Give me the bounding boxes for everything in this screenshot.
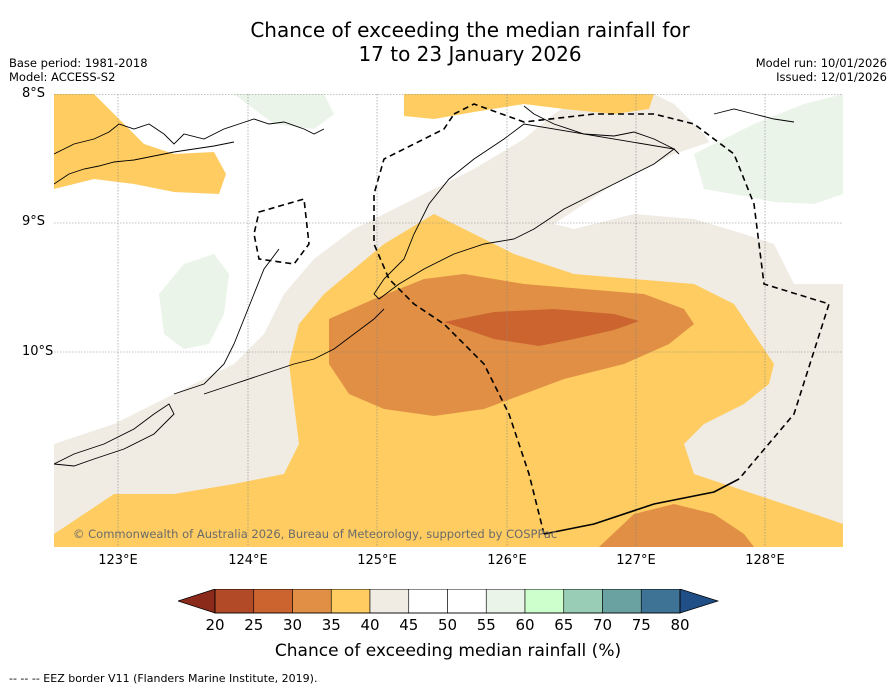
colorbar-cell	[485, 588, 526, 614]
colorbar-tick-label: 50	[437, 616, 458, 634]
footer-legend: -- -- -- EEZ border V11 (Flanders Marine…	[9, 672, 318, 685]
colorbar	[176, 588, 720, 621]
colorbar-cell	[563, 588, 603, 614]
lon-label-128e: 128°E	[745, 553, 785, 568]
colorbar-label: Chance of exceeding median rainfall (%)	[274, 641, 622, 661]
colorbar-cell	[253, 588, 293, 614]
issued-date: Issued: 12/01/2026	[776, 70, 887, 84]
lon-label-123e: 123°E	[98, 553, 138, 568]
colorbar-tick-label: 65	[554, 616, 574, 634]
contour-55-60-west	[159, 254, 229, 349]
colorbar-cell	[214, 588, 255, 614]
colorbar-low-arrow	[176, 588, 216, 614]
colorbar-tick-label: 30	[282, 616, 303, 634]
graticule	[54, 94, 843, 547]
lon-label-127e: 127°E	[616, 553, 656, 568]
lon-label-124e: 124°E	[228, 553, 268, 568]
map-title: Chance of exceeding the median rainfall …	[170, 18, 770, 66]
meta-left: Base period: 1981-2018 Model: ACCESS-S2	[9, 56, 148, 84]
colorbar-high-arrow	[679, 588, 720, 614]
colorbar-tick-label: 45	[399, 616, 419, 634]
eez-border	[253, 103, 831, 535]
lon-label-126e: 126°E	[487, 553, 527, 568]
colorbar-tick-label: 80	[670, 616, 690, 634]
colorbar-cell	[292, 588, 332, 614]
colorbar-tick-label: 75	[631, 616, 651, 634]
colorbar-tick-label: 25	[244, 616, 264, 634]
colorbar-svg	[176, 588, 720, 614]
colorbar-cell	[408, 588, 448, 614]
title-line-2: 17 to 23 January 2026	[358, 42, 582, 66]
contour-35-40-nw	[54, 94, 226, 194]
contour-35-40-north	[404, 94, 654, 119]
lat-label-9s: 9°S	[22, 214, 46, 229]
lat-label-10s: 10°S	[22, 344, 54, 359]
contour-55-60-ne	[694, 94, 843, 204]
colorbar-cell	[447, 588, 487, 614]
colorbar-cell	[602, 588, 642, 614]
contour-30-35	[329, 274, 694, 416]
colorbar-cells	[214, 588, 681, 614]
colorbar-tick-label: 70	[592, 616, 613, 634]
meta-right: Model run: 10/01/2026 Issued: 12/01/2026	[756, 56, 887, 84]
colorbar-cell	[369, 588, 410, 614]
copyright-notice: © Commonwealth of Australia 2026, Bureau…	[73, 527, 558, 541]
colorbar-frame	[214, 588, 681, 614]
colorbar-tick-label: 55	[476, 616, 496, 634]
colorbar-tick-label: 35	[321, 616, 341, 634]
model-name: Model: ACCESS-S2	[9, 70, 116, 84]
contour-25-30-south	[599, 504, 754, 547]
colorbar-cell	[524, 588, 565, 614]
base-period: Base period: 1981-2018	[9, 56, 148, 70]
lon-label-125e: 125°E	[357, 553, 397, 568]
title-line-1: Chance of exceeding the median rainfall …	[250, 18, 690, 42]
contour-45-55	[54, 94, 574, 444]
lat-label-8s: 8°S	[22, 86, 46, 101]
colorbar-cell	[330, 588, 371, 614]
coastlines	[54, 105, 795, 467]
map-canvas	[54, 94, 843, 547]
contour-25-30	[444, 309, 639, 346]
model-run: Model run: 10/01/2026	[755, 56, 887, 70]
contour-55-60-nw	[234, 94, 334, 129]
colorbar-tick-label: 20	[205, 616, 225, 634]
colorbar-cell	[640, 588, 681, 614]
colorbar-tick-label: 40	[360, 616, 380, 634]
rainfall-map[interactable]	[54, 94, 843, 547]
colorbar-tick-label: 60	[515, 616, 535, 634]
